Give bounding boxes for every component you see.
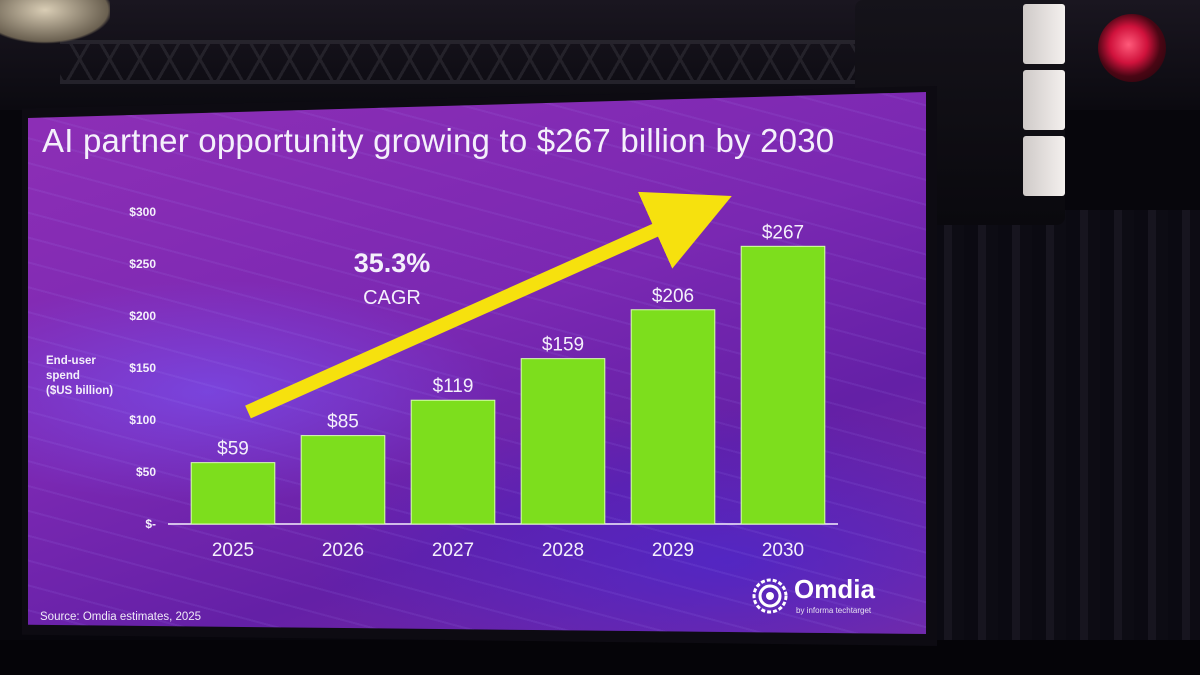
bar [410, 399, 496, 525]
lighting-truss [60, 40, 880, 84]
data-label: $59 [217, 439, 249, 460]
y-axis-title: End-user spend ($US billion) [46, 354, 126, 399]
y-tick-label: $- [145, 517, 156, 531]
speaker-panel [1023, 4, 1065, 64]
bar-chart: $- $50 $100 $150 $200 $250 $300 $59 $85 $119 $159… [129, 191, 838, 561]
x-axis-ticks: 2025 2026 2027 2028 2029 2030 [212, 540, 804, 561]
speaker-panel [1023, 136, 1065, 196]
speaker-panel [1023, 70, 1065, 130]
cagr-label: CAGR [363, 287, 421, 309]
y-tick-label: $250 [129, 257, 156, 271]
x-tick-label: 2027 [432, 540, 474, 561]
y-tick-label: $100 [129, 413, 156, 427]
cagr-arrow [245, 191, 732, 419]
slide-title: AI partner opportunity growing to $267 b… [42, 122, 835, 159]
data-label: $267 [762, 222, 804, 243]
audience-head [0, 0, 110, 60]
x-tick-label: 2028 [542, 540, 584, 561]
y-tick-label: $300 [129, 205, 156, 219]
y-axis-title-line: End-user [46, 355, 96, 367]
bar [520, 358, 606, 525]
data-label: $85 [327, 412, 359, 433]
bar [300, 435, 386, 525]
y-axis-title-line: ($US billion) [46, 385, 114, 397]
bar [190, 462, 276, 525]
x-tick-label: 2025 [212, 540, 254, 561]
data-label: $119 [433, 376, 474, 397]
y-tick-label: $200 [129, 309, 156, 323]
x-tick-label: 2030 [762, 540, 804, 561]
source-note: Source: Omdia estimates, 2025 [40, 611, 202, 623]
logo-tagline: by informa techtarget [796, 606, 872, 615]
speaker-cabinet [855, 0, 1065, 225]
y-axis-ticks: $- $50 $100 $150 $200 $250 $300 [129, 205, 156, 531]
presentation-slide: AI partner opportunity growing to $267 b… [28, 92, 926, 634]
y-tick-label: $50 [136, 465, 156, 479]
stage-curtain [930, 210, 1200, 675]
stage-floor [0, 640, 1200, 675]
data-label: $159 [542, 335, 584, 356]
omdia-logo: Omdia by informa techtarget [750, 574, 890, 620]
bar [630, 309, 716, 525]
x-tick-label: 2029 [652, 540, 694, 561]
y-tick-label: $150 [129, 361, 156, 375]
cagr-value: 35.3% [354, 248, 431, 278]
x-tick-label: 2026 [322, 540, 364, 561]
bar [740, 245, 826, 525]
omdia-logo-icon [752, 578, 788, 614]
logo-name: Omdia [794, 574, 875, 604]
data-label: $206 [652, 286, 694, 307]
y-axis-title-line: spend [46, 370, 80, 382]
bar-series: $59 $85 $119 $159 $206 $267 [190, 222, 826, 525]
stage-light [1098, 14, 1166, 82]
